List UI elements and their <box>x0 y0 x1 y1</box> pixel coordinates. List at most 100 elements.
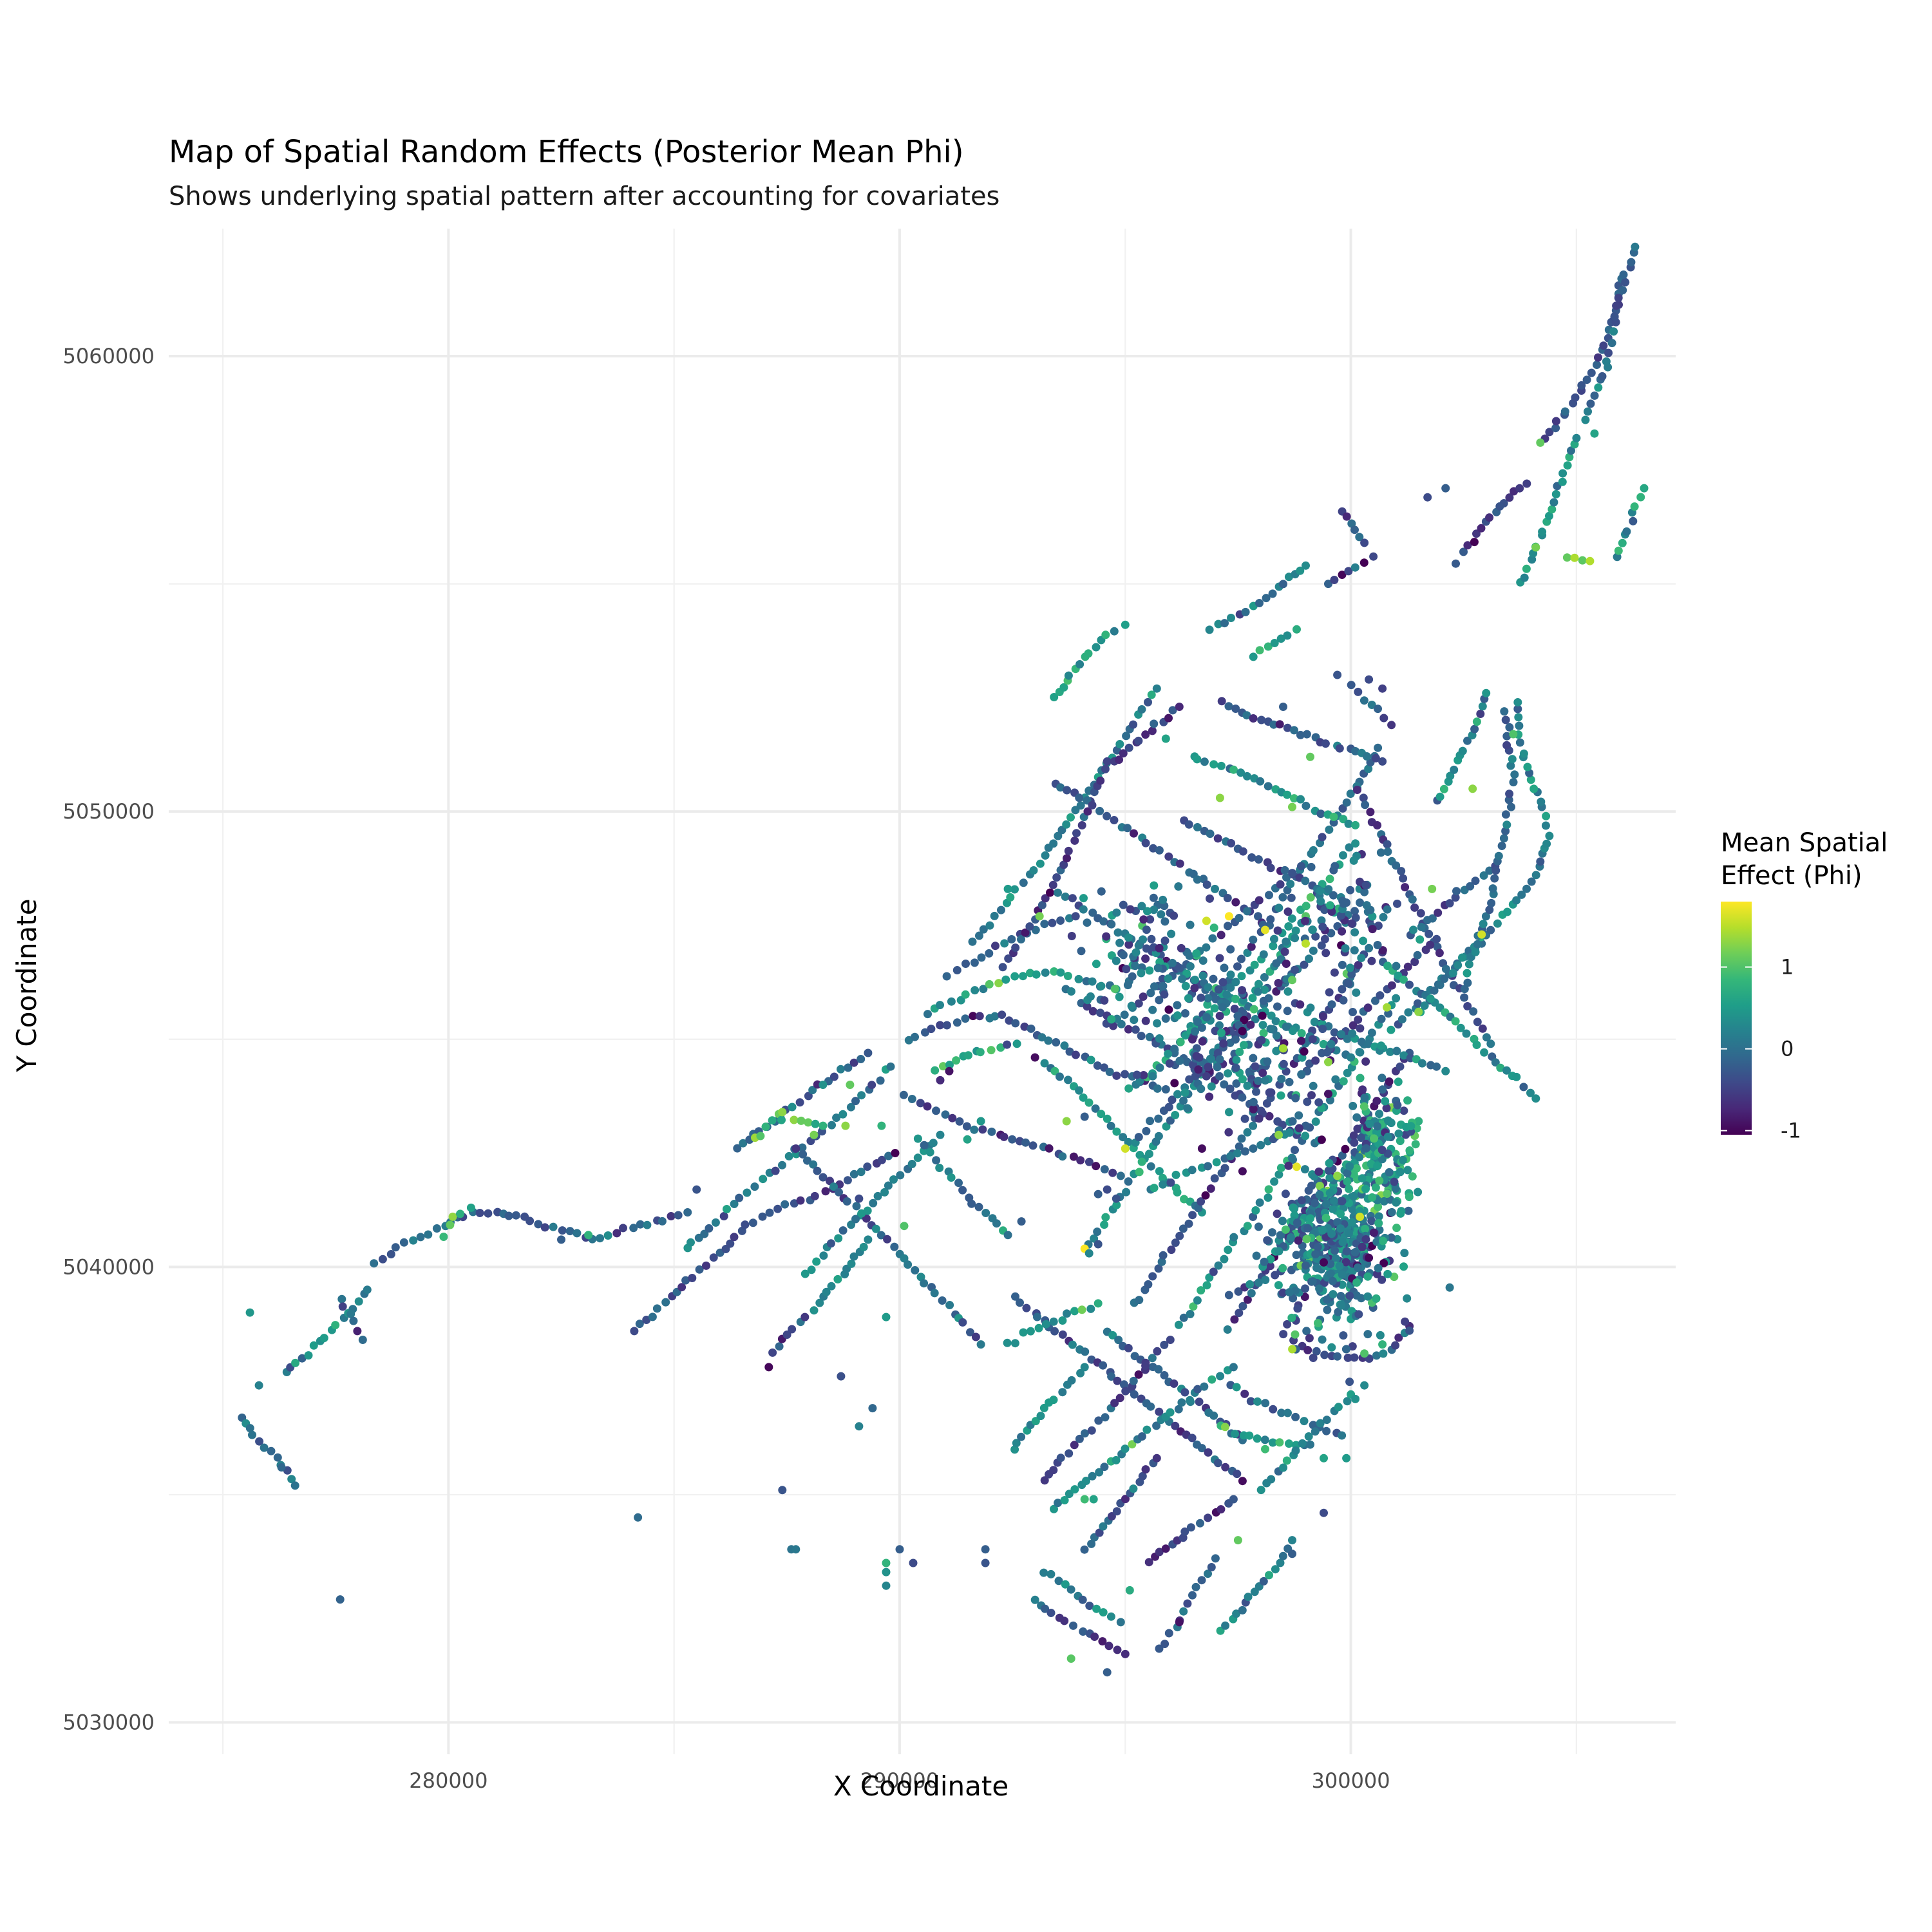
data-point <box>798 1143 807 1152</box>
data-point <box>1345 843 1354 852</box>
data-point <box>739 1139 748 1148</box>
data-point <box>1325 1188 1334 1197</box>
data-point <box>1387 1233 1396 1242</box>
data-point <box>1374 1212 1383 1221</box>
data-point <box>1145 1150 1153 1159</box>
data-point <box>1343 1177 1352 1186</box>
data-point <box>1377 1014 1386 1023</box>
data-point <box>1531 1094 1540 1103</box>
data-point <box>1254 1222 1263 1231</box>
data-point <box>1071 1050 1080 1059</box>
data-point <box>1288 1549 1296 1558</box>
data-point <box>1338 1270 1347 1279</box>
data-point <box>1052 1038 1061 1046</box>
data-point <box>948 1113 957 1122</box>
data-point <box>1537 797 1546 806</box>
data-point <box>1452 887 1461 896</box>
data-point <box>1245 966 1255 975</box>
data-point <box>1103 811 1112 820</box>
data-point <box>1101 1213 1110 1222</box>
data-point <box>648 1312 657 1321</box>
data-point <box>1191 1027 1199 1036</box>
data-point <box>882 1558 891 1567</box>
data-point <box>1192 949 1201 958</box>
data-point <box>1545 511 1553 520</box>
data-point <box>1356 898 1365 907</box>
legend-title-line-2: Effect (Phi) <box>1721 861 1862 891</box>
data-point <box>1283 1007 1292 1016</box>
data-point <box>1636 493 1645 502</box>
data-point <box>1264 1185 1273 1194</box>
data-point <box>1485 866 1494 875</box>
data-point <box>1279 1463 1288 1472</box>
data-point <box>1236 768 1245 777</box>
data-point <box>1283 631 1292 640</box>
data-point <box>1155 996 1164 1005</box>
data-point <box>1275 1438 1284 1447</box>
data-point <box>1251 1206 1260 1215</box>
data-point <box>1268 1438 1277 1447</box>
data-point <box>1141 954 1150 963</box>
data-point <box>1291 934 1300 943</box>
data-point <box>1366 808 1375 817</box>
data-point <box>1463 736 1472 745</box>
y-axis-title: Y Coordinate <box>11 898 43 1072</box>
data-point <box>1396 1209 1405 1218</box>
data-point <box>1331 1254 1340 1263</box>
data-point <box>1273 926 1282 935</box>
data-point <box>1318 1025 1327 1034</box>
data-point <box>1269 1405 1278 1414</box>
data-point <box>1522 479 1531 488</box>
data-point <box>1331 1246 1340 1255</box>
data-point <box>797 1116 806 1125</box>
data-point <box>765 1208 774 1217</box>
data-point <box>1155 1167 1164 1176</box>
data-point <box>883 1235 892 1244</box>
data-point <box>1243 949 1252 957</box>
data-point <box>1378 1275 1387 1284</box>
data-point <box>1330 968 1339 977</box>
data-point <box>1289 1203 1298 1212</box>
data-point <box>1314 1319 1322 1327</box>
data-point <box>1338 960 1347 969</box>
data-point <box>1243 1128 1252 1137</box>
data-point <box>1302 801 1311 810</box>
data-point <box>1100 1220 1109 1229</box>
data-point <box>1084 649 1093 658</box>
data-point <box>1262 594 1271 603</box>
data-point <box>1266 864 1275 873</box>
data-point <box>967 1199 976 1208</box>
data-point <box>1276 1164 1285 1172</box>
data-point <box>932 1106 940 1115</box>
data-point <box>977 953 986 962</box>
data-point <box>1058 1316 1067 1325</box>
data-point <box>1164 974 1173 983</box>
data-point <box>1059 860 1068 869</box>
data-point <box>1107 920 1116 929</box>
data-point <box>1342 1247 1351 1256</box>
data-point <box>1243 1222 1252 1231</box>
data-point <box>1196 1519 1204 1528</box>
data-point <box>248 1430 256 1439</box>
data-point <box>1391 1184 1400 1193</box>
data-point <box>1384 1116 1392 1125</box>
data-point <box>1515 484 1524 493</box>
data-point <box>1052 873 1061 882</box>
data-point <box>1230 1315 1239 1324</box>
data-point <box>1249 1104 1258 1113</box>
data-point <box>1515 738 1524 747</box>
data-point <box>1283 723 1292 732</box>
data-point <box>810 1306 819 1315</box>
data-point <box>1367 701 1376 709</box>
data-point <box>1477 524 1486 533</box>
data-point <box>1066 987 1075 996</box>
data-point <box>1350 526 1359 535</box>
data-point <box>711 1218 720 1227</box>
data-point <box>1233 962 1242 971</box>
data-point <box>1278 1288 1287 1297</box>
data-point <box>1197 1144 1206 1153</box>
data-point <box>1353 1263 1362 1272</box>
data-point <box>1164 714 1173 723</box>
data-point <box>1166 1116 1175 1125</box>
data-point <box>331 1321 340 1330</box>
